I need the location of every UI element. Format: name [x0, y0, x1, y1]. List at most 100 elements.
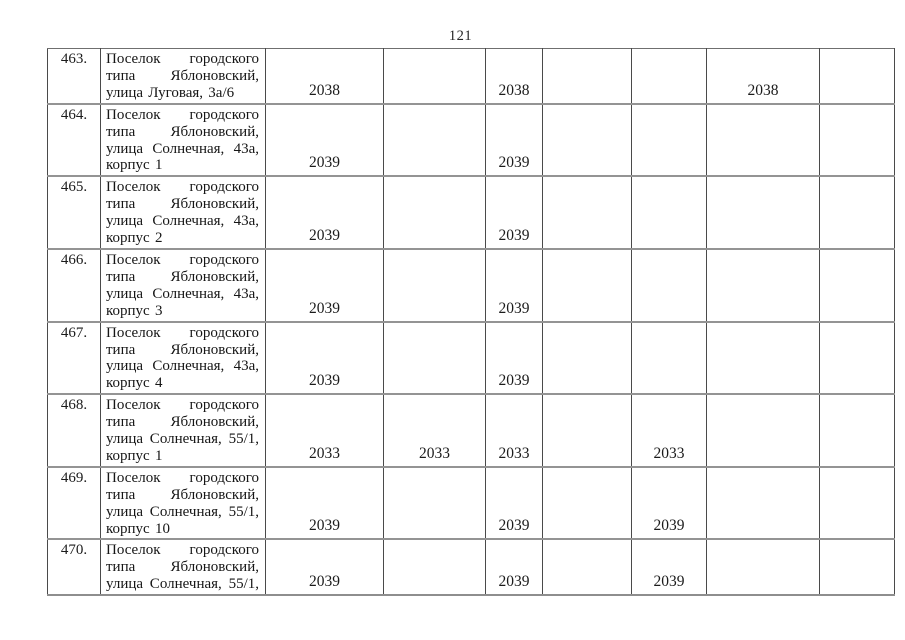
empty-cell [706, 320, 820, 395]
row-number-cell: 465. [47, 175, 101, 249]
address-line: улица Солнечная, 43а, [106, 140, 259, 157]
empty-cell [542, 465, 632, 540]
empty-cell [819, 393, 895, 467]
address-line: улица Солнечная, 55/1, [106, 431, 259, 448]
empty-cell [542, 47, 632, 104]
empty-cell [383, 538, 486, 596]
empty-cell [631, 47, 707, 104]
page-number: 121 [448, 28, 473, 44]
address-line: типа Яблоновский, [106, 196, 259, 213]
year-cell: 2039 [265, 538, 384, 596]
address-line: Поселок городского [106, 324, 259, 341]
address-line: типа Яблоновский, [106, 486, 259, 503]
year-cell: 2039 [265, 465, 384, 540]
address-line: типа Яблоновский, [106, 67, 259, 84]
empty-cell [706, 102, 820, 177]
address-line: улица Солнечная, 43а, [106, 213, 259, 230]
address-line: типа Яблоновский, [106, 341, 259, 358]
table-row: 466. Поселок городского типа Яблоновский, у… [47, 247, 895, 322]
address-line: улица Луговая, 3а/6 [106, 84, 235, 101]
year-cell: 2039 [265, 320, 384, 395]
address-cell: Поселок городского типа Яблоновский, улица… [100, 175, 266, 249]
table-row: 465. Поселок городского типа Яблоновский, у… [47, 175, 895, 249]
year-cell: 2038 [265, 47, 384, 104]
address-line: улица Солнечная, 43а, [106, 285, 259, 302]
empty-cell [542, 393, 632, 467]
empty-cell [819, 247, 895, 322]
year-cell: 2039 [485, 247, 543, 322]
address-cell: Поселок городского типа Яблоновский, улица… [100, 320, 266, 395]
address-line: улица Солнечная, 43а, [106, 358, 259, 375]
year-cell: 2039 [631, 538, 707, 596]
year-cell: 2038 [706, 47, 820, 104]
address-line: типа Яблоновский, [106, 123, 259, 140]
schedule-table: 463. Поселок городского типа Яблоновский, у… [47, 47, 895, 597]
year-cell: 2033 [631, 393, 707, 467]
address-line: корпус 10 [106, 520, 170, 537]
table-row: 464. Поселок городского типа Яблоновский, у… [47, 102, 895, 177]
table-row: 463. Поселок городского типа Яблоновский, у… [47, 47, 895, 104]
empty-cell [542, 102, 632, 177]
address-cell: Поселок городского типа Яблоновский, улица… [100, 465, 266, 540]
row-number-cell: 463. [47, 47, 101, 104]
empty-cell [542, 247, 632, 322]
empty-cell [706, 247, 820, 322]
table-row: 469. Поселок городского типа Яблоновский, у… [47, 465, 895, 540]
year-cell: 2039 [485, 320, 543, 395]
address-line: Поселок городского [106, 179, 259, 196]
empty-cell [631, 320, 707, 395]
year-cell: 2039 [265, 175, 384, 249]
address-line: улица Солнечная, 55/1, [106, 576, 259, 593]
year-cell: 2039 [265, 247, 384, 322]
row-number-cell: 469. [47, 465, 101, 540]
year-cell: 2033 [485, 393, 543, 467]
table-body: 463. Поселок городского типа Яблоновский, у… [47, 47, 895, 596]
empty-cell [819, 175, 895, 249]
address-line: типа Яблоновский, [106, 559, 259, 576]
empty-cell [383, 47, 486, 104]
year-cell: 2039 [485, 175, 543, 249]
empty-cell [706, 465, 820, 540]
empty-cell [542, 538, 632, 596]
year-cell: 2038 [485, 47, 543, 104]
year-cell: 2039 [485, 538, 543, 596]
address-cell: Поселок городского типа Яблоновский, улица… [100, 47, 266, 104]
address-line: Поселок городского [106, 469, 259, 486]
empty-cell [383, 247, 486, 322]
year-cell: 2039 [485, 102, 543, 177]
row-number-cell: 467. [47, 320, 101, 395]
empty-cell [706, 393, 820, 467]
empty-cell [383, 175, 486, 249]
year-cell: 2033 [383, 393, 486, 467]
empty-cell [819, 102, 895, 177]
address-cell: Поселок городского типа Яблоновский, улица… [100, 247, 266, 322]
year-cell: 2033 [265, 393, 384, 467]
empty-cell [383, 320, 486, 395]
address-cell: Поселок городского типа Яблоновский, улица… [100, 393, 266, 467]
address-line: типа Яблоновский, [106, 268, 259, 285]
address-cell: Поселок городского типа Яблоновский, улица… [100, 538, 266, 596]
year-cell: 2039 [265, 102, 384, 177]
address-line: улица Солнечная, 55/1, [106, 503, 259, 520]
address-line: Поселок городского [106, 51, 259, 67]
address-line: Поселок городского [106, 542, 259, 559]
empty-cell [706, 175, 820, 249]
empty-cell [542, 175, 632, 249]
empty-cell [631, 247, 707, 322]
address-line: корпус 1 [106, 157, 163, 174]
table-row: 470. Поселок городского типа Яблоновский, у… [47, 538, 895, 596]
empty-cell [542, 320, 632, 395]
address-cell: Поселок городского типа Яблоновский, улица… [100, 102, 266, 177]
address-line: Поселок городского [106, 397, 259, 414]
year-cell: 2039 [485, 465, 543, 540]
address-line: корпус 2 [106, 230, 163, 247]
empty-cell [383, 102, 486, 177]
address-line: корпус 1 [106, 447, 163, 464]
address-line: Поселок городского [106, 106, 259, 123]
row-number-cell: 470. [47, 538, 101, 596]
address-line: типа Яблоновский, [106, 414, 259, 431]
empty-cell [819, 538, 895, 596]
empty-cell [706, 538, 820, 596]
row-number-cell: 466. [47, 247, 101, 322]
